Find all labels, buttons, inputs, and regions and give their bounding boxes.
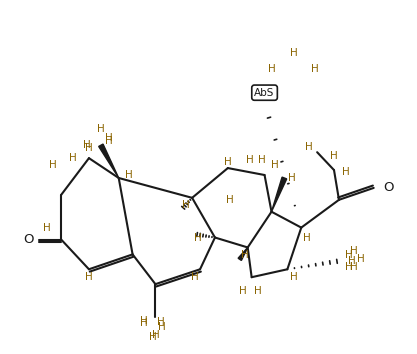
Text: AbS: AbS [254,88,275,98]
Text: H: H [43,223,51,233]
Text: H: H [330,151,338,161]
Text: H: H [345,250,353,261]
Text: H: H [241,250,249,261]
Text: H: H [246,155,254,165]
Text: H: H [182,200,190,210]
Text: H: H [105,136,113,146]
Text: O: O [23,233,33,246]
Text: H: H [140,316,147,326]
Text: H: H [105,133,113,143]
Text: H: H [85,272,93,282]
Text: H: H [85,143,93,153]
Text: H: H [151,330,159,340]
Text: H: H [303,233,311,242]
Text: H: H [69,153,77,163]
Text: H: H [49,160,57,170]
Polygon shape [271,177,287,212]
Text: H: H [350,246,358,256]
Text: H: H [140,318,147,328]
Text: H: H [345,262,353,272]
Polygon shape [99,144,119,178]
Text: H: H [83,140,91,150]
Text: H: H [350,262,358,272]
Text: H: H [97,124,105,135]
Text: H: H [148,332,156,342]
Text: H: H [156,317,164,327]
Text: H: H [305,142,313,152]
Text: H: H [289,173,296,183]
Text: H: H [348,256,356,266]
Text: H: H [271,160,279,170]
Text: H: H [311,64,319,74]
Text: O: O [384,181,394,194]
Text: H: H [291,272,298,282]
Text: H: H [357,254,365,264]
Text: H: H [254,286,261,296]
Text: H: H [342,167,350,177]
Text: H: H [291,48,298,58]
Text: H: H [191,272,199,282]
Text: H: H [158,322,166,332]
Text: H: H [268,64,275,74]
Text: H: H [226,195,234,205]
Text: H: H [194,233,202,242]
Text: H: H [258,155,266,165]
Text: H: H [125,170,133,180]
Polygon shape [238,247,248,261]
Text: H: H [239,286,246,296]
Text: H: H [224,157,232,167]
